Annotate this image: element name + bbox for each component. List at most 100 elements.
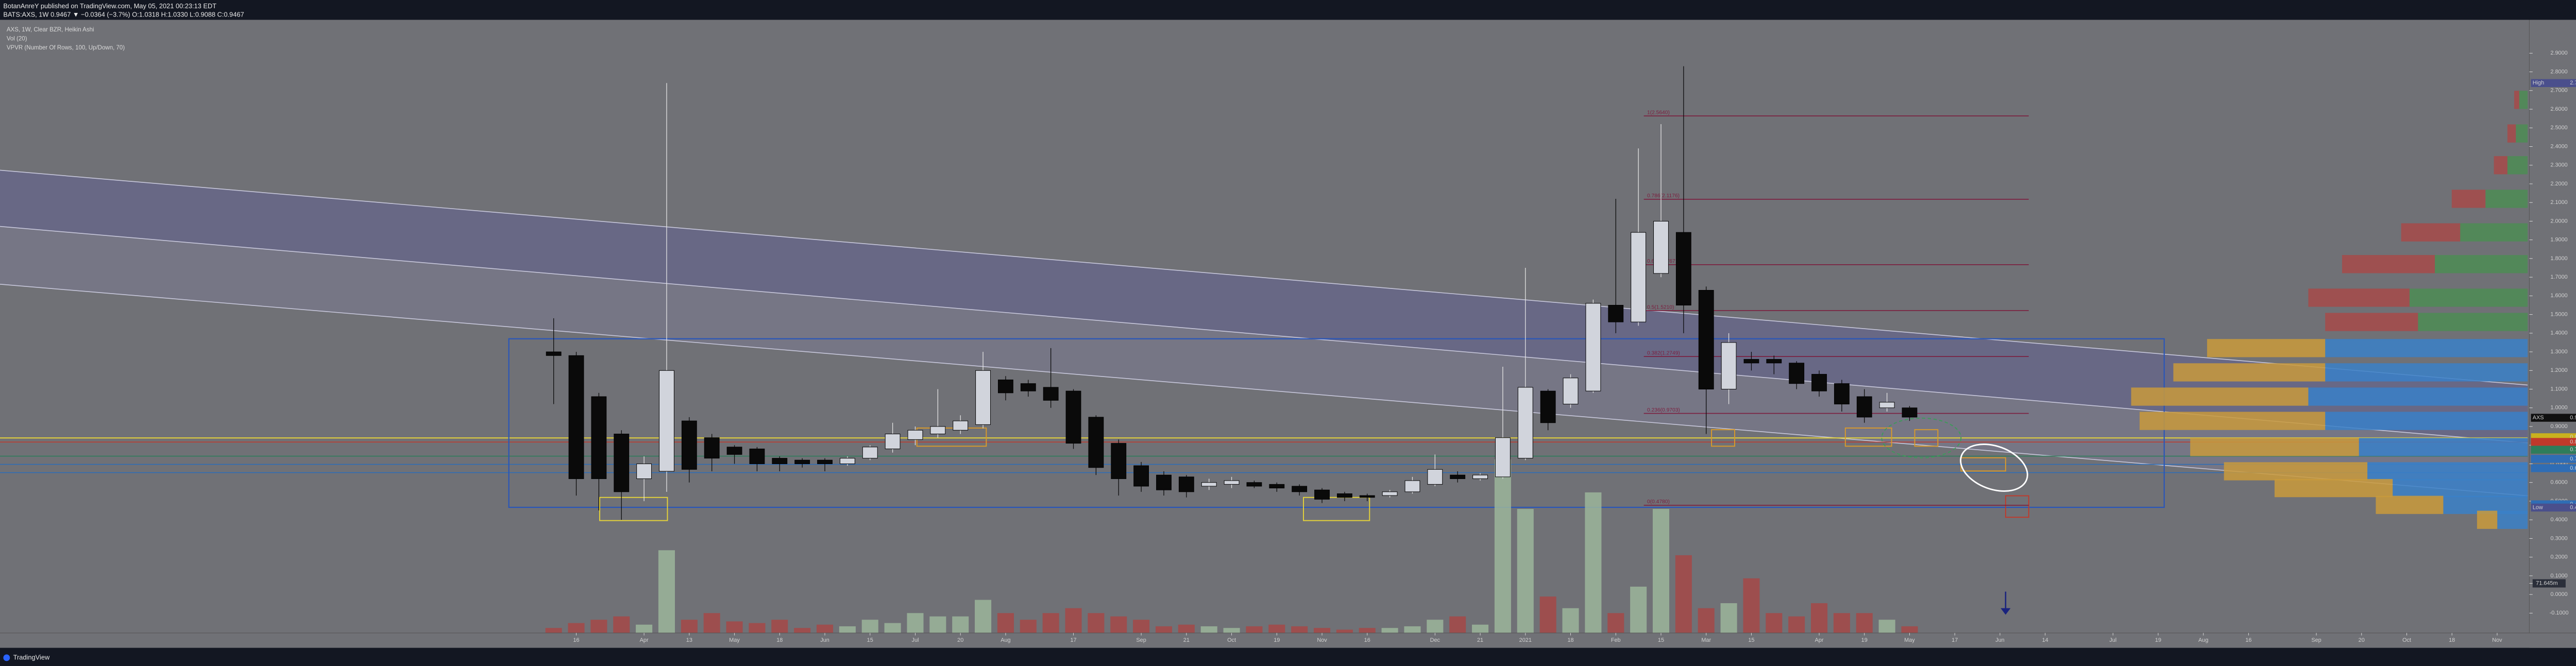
vpvr-up [2308,387,2528,406]
vpvr-up [2460,223,2528,242]
chart-title: AXS, 1W, Clear BZR, Heikin Ashi [7,27,94,33]
y-tick-label: 1.3000 [2550,349,2567,355]
candle-body [1495,437,1511,477]
candle-body [681,420,697,470]
candle-body [862,447,878,459]
y-tick-label: 1.9000 [2550,237,2567,243]
fib-label: 0.5(1.5210) [1647,304,1674,310]
price-tag: High 2.7400 [2531,79,2576,87]
y-tick-label: 0.9000 [2550,423,2567,430]
candle-body [1675,232,1691,305]
volume-bar [1110,616,1127,633]
x-tick-label: Apr [1815,637,1824,643]
candle-body [1766,359,1782,364]
x-tick-label: 15 [1748,637,1754,643]
candle-body [953,420,969,431]
x-tick-label: 16 [1364,637,1370,643]
volume-bar [1743,578,1760,633]
volume-bar [771,620,788,633]
volume-bar [1788,616,1805,633]
y-tick-label: 2.3000 [2550,162,2567,168]
volume-bar [1291,626,1308,633]
volume-bar [1268,624,1285,633]
volume-bar [658,550,675,633]
volume-bar [839,626,856,633]
vpvr-up [2325,363,2528,382]
x-tick-label: 2021 [1519,637,1532,643]
channel-fill [0,170,2528,443]
vpvr-up [2516,124,2528,143]
candle-body [749,449,765,464]
x-tick-label: 16 [573,637,579,643]
y-tick-label: 1.5000 [2550,311,2567,317]
volume-bar [1336,629,1353,633]
candle-body [726,447,742,455]
volume-bar [681,620,698,633]
candle-body [1292,486,1308,492]
volume-bar [749,623,766,633]
candle-body [1336,493,1352,498]
y-tick-label: 1.1000 [2550,386,2567,392]
volume-bar [1766,613,1783,633]
x-tick-label: Sep [1136,637,1146,643]
highlight-ellipse [1881,417,1962,458]
price-tag: Low 0.4656 [2531,503,2576,512]
y-tick-label: 2.6000 [2550,106,2567,112]
volume-bar [1878,620,1895,633]
y-tick-label: 2.0000 [2550,218,2567,224]
volume-bar [1472,624,1489,633]
candle-body [1856,396,1872,418]
candle-body [1902,407,1918,418]
candle-body [1653,220,1669,274]
volume-bar [1088,613,1105,633]
price-tag-label: 0.7264 [2570,456,2576,462]
candle-body [591,396,607,479]
volume-bar [1246,626,1263,633]
y-tick-label: 0.1000 [2550,573,2567,579]
candle-body [659,370,674,472]
candle-body [1224,480,1240,485]
vpvr-up [2497,510,2528,529]
y-tick-label: 1.4000 [2550,330,2567,336]
highlight-box [1711,429,1735,447]
x-tick-label: 20 [957,637,963,643]
price-tag: 0.6767 [2531,464,2576,472]
price-tag-label: 0.7756 [2570,447,2576,453]
price-tag-bg [2531,79,2576,87]
candle-body [1020,383,1036,391]
candle-body [1111,443,1127,479]
vpvr-down [2494,156,2507,175]
volume-bar [1562,608,1579,633]
candle-body [1721,342,1737,390]
candle-body [1450,474,1466,479]
candle-body [1540,390,1556,423]
arrow-head [2001,608,2011,615]
fib-label: 0(0.4780) [1647,499,1670,505]
indicator-label: Vol (20) [7,36,27,42]
price-tag: 0.7756 [2531,446,2576,454]
x-tick-label: 19 [1274,637,1280,643]
volume-tick-label: 71.645m [2536,580,2557,586]
x-tick-label: 17 [1952,637,1958,643]
volume-bar [794,628,811,633]
vpvr-down [2308,288,2410,307]
vpvr-down [2274,479,2393,498]
volume-bar [929,616,946,633]
logo [3,654,10,661]
candle-body [817,459,833,464]
x-tick-label: May [1904,637,1915,643]
vpvr-down [2325,313,2418,331]
volume-bar [1223,628,1240,633]
candle-body [1698,290,1714,390]
volume-bar [1065,608,1082,633]
candle-body [1404,480,1420,492]
brand: TradingView [13,653,50,661]
x-tick-label: Nov [1317,637,1327,643]
y-tick-label: 0.0000 [2550,591,2567,597]
y-tick-label: 1.2000 [2550,367,2567,373]
candle-body [546,351,562,356]
volume-bar [613,616,630,633]
price-tag-label: 0.4656 [2570,504,2576,510]
candle-body [1427,469,1443,485]
